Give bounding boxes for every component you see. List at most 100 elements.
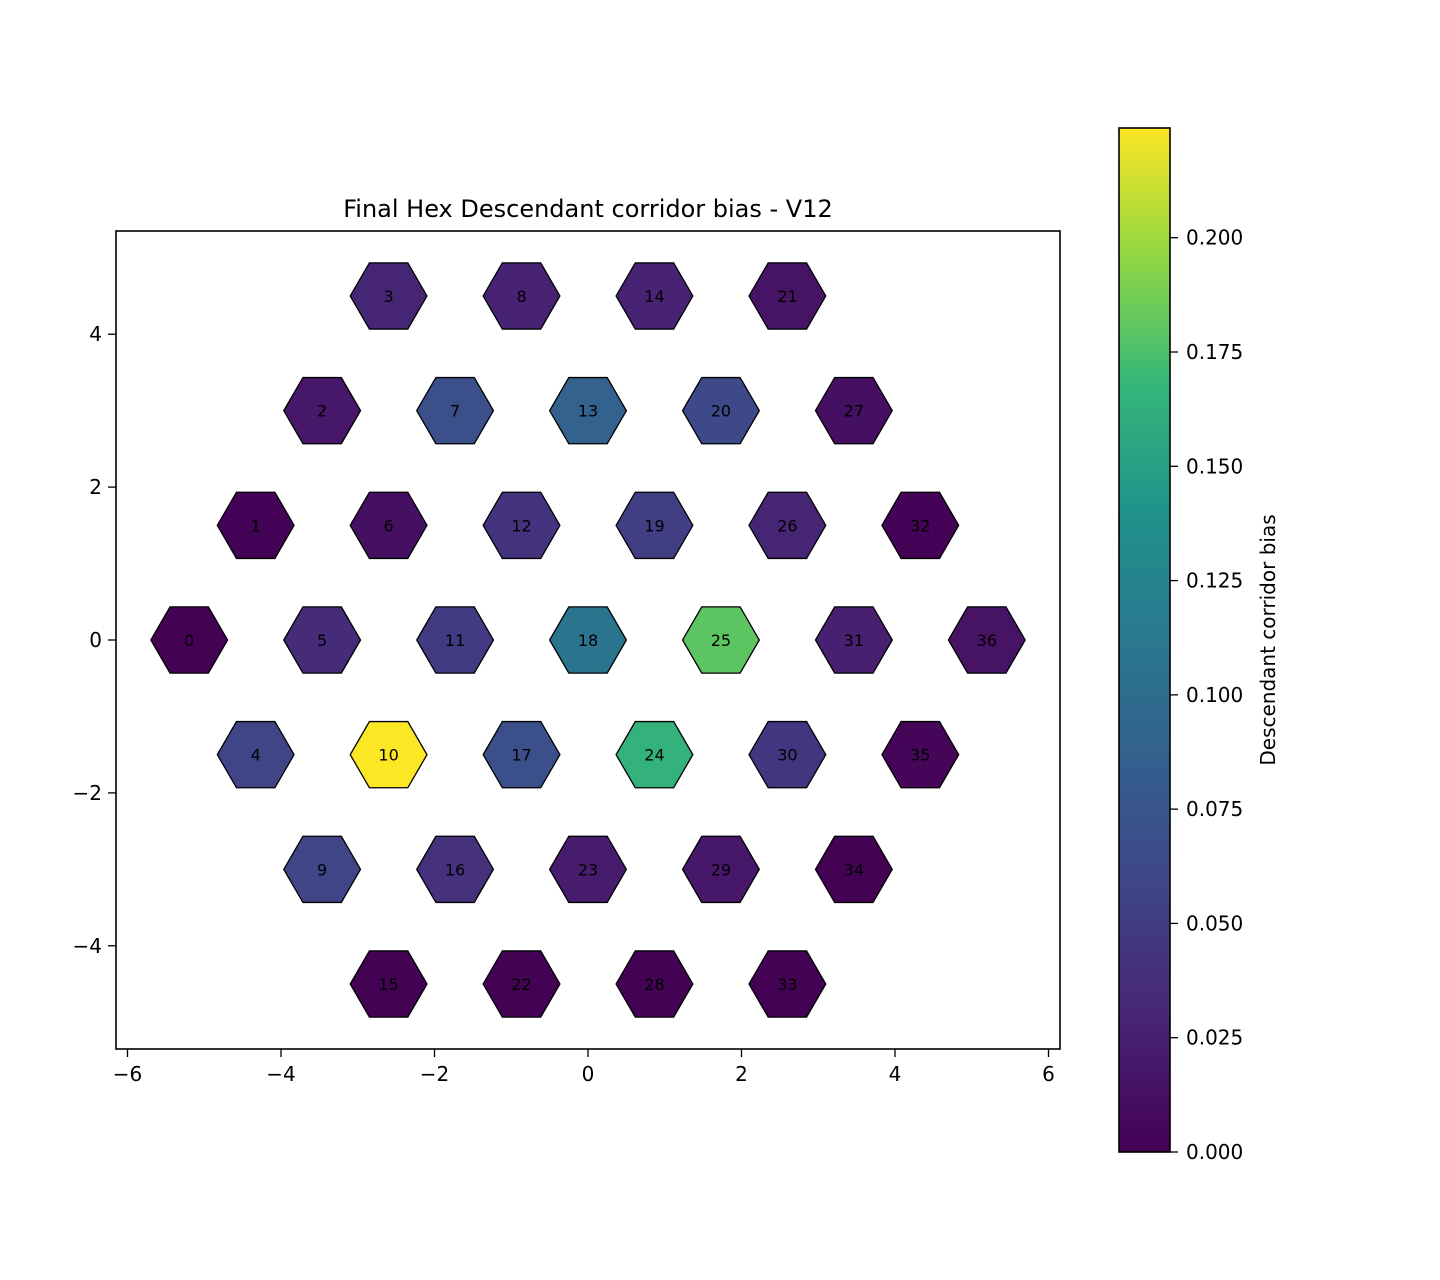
hex-cell-25: [681, 606, 761, 674]
hex-cell-11: [415, 606, 495, 674]
hex-cell-35: [881, 720, 960, 789]
hex-cell-label-23: 23: [578, 860, 598, 879]
x-axis: −6 −4 −2 0 2 4 6: [113, 1049, 1055, 1086]
hex-cell-label-2: 2: [317, 402, 327, 421]
y-tick-label: 0: [89, 628, 102, 652]
y-tick-label: 2: [89, 475, 102, 499]
hex-cell-label-13: 13: [578, 402, 598, 421]
hex-cell-5: [283, 606, 362, 674]
hex-cell-label-35: 35: [910, 746, 930, 765]
colorbar-tick-label: 0.125: [1186, 569, 1243, 593]
hex-cell-label-17: 17: [511, 746, 531, 765]
hex-cell-4: [216, 720, 295, 789]
hex-cell-label-26: 26: [777, 516, 797, 535]
x-tick-label: 4: [889, 1062, 902, 1086]
hex-cell-label-8: 8: [516, 287, 526, 306]
hex-cell-label-21: 21: [777, 287, 797, 306]
hex-cell-7: [415, 376, 495, 445]
hex-cell-27: [814, 376, 893, 445]
x-tick-label: 0: [582, 1062, 595, 1086]
x-tick-label: 6: [1042, 1062, 1055, 1086]
hex-cell-label-36: 36: [977, 631, 997, 650]
hex-cell-9: [283, 835, 362, 904]
colorbar-tick-label: 0.050: [1186, 911, 1243, 935]
y-tick-label: −4: [73, 934, 102, 958]
hex-cell-1: [216, 491, 295, 560]
hex-cell-label-14: 14: [644, 287, 664, 306]
x-tick-label: −2: [420, 1062, 449, 1086]
hex-cell-31: [814, 606, 893, 674]
colorbar-label: Descendant corridor bias: [1256, 514, 1280, 765]
hex-cell-label-11: 11: [445, 631, 465, 650]
hex-cell-label-15: 15: [378, 975, 398, 994]
hex-cell-label-4: 4: [251, 746, 261, 765]
hex-cell-15: [349, 950, 428, 1018]
hex-cell-label-34: 34: [844, 860, 864, 879]
colorbar-tick-label: 0.000: [1186, 1140, 1243, 1164]
hex-cell-label-29: 29: [711, 860, 731, 879]
hex-cells: 0123456789101112131415161718192021222324…: [150, 262, 1026, 1018]
hex-cell-label-22: 22: [511, 975, 531, 994]
hex-cell-34: [814, 835, 893, 904]
hex-cell-14: [615, 262, 694, 330]
y-tick-label: −2: [73, 781, 102, 805]
hex-cell-13: [548, 376, 628, 445]
hex-cell-17: [482, 720, 561, 789]
hex-cell-2: [283, 376, 362, 445]
hex-cell-label-9: 9: [317, 860, 327, 879]
hex-cell-36: [947, 606, 1026, 674]
hex-cell-22: [482, 950, 561, 1018]
hex-cell-16: [415, 835, 495, 904]
y-axis: −4 −2 0 2 4: [73, 322, 116, 958]
hex-cell-label-10: 10: [378, 746, 398, 765]
hex-cell-label-32: 32: [910, 516, 930, 535]
colorbar-tick-label: 0.100: [1186, 683, 1243, 707]
hex-cell-label-24: 24: [644, 746, 664, 765]
hex-cell-29: [681, 835, 761, 904]
colorbar-tick-label: 0.150: [1186, 454, 1243, 478]
x-tick-label: 2: [735, 1062, 748, 1086]
hex-cell-label-27: 27: [844, 402, 864, 421]
hex-cell-label-25: 25: [711, 631, 731, 650]
hex-cell-label-1: 1: [251, 516, 261, 535]
hex-cell-label-0: 0: [184, 631, 194, 650]
x-tick-label: −6: [113, 1062, 142, 1086]
hex-cell-18: [548, 606, 628, 674]
hex-cell-label-33: 33: [777, 975, 797, 994]
hex-cell-label-6: 6: [384, 516, 394, 535]
hex-cell-23: [548, 835, 628, 904]
hex-cell-label-19: 19: [644, 516, 664, 535]
hex-cell-28: [615, 950, 694, 1018]
hex-cell-20: [681, 376, 761, 445]
hex-cell-26: [748, 491, 827, 560]
colorbar-tick-label: 0.200: [1186, 226, 1243, 250]
hex-cell-label-5: 5: [317, 631, 327, 650]
hex-cell-19: [615, 491, 694, 560]
hex-cell-3: [349, 262, 428, 330]
hex-cell-label-31: 31: [844, 631, 864, 650]
hex-cell-label-16: 16: [445, 860, 465, 879]
hex-cell-label-3: 3: [384, 287, 394, 306]
hex-cell-label-20: 20: [711, 402, 731, 421]
hex-cell-24: [615, 720, 694, 789]
colorbar-tick-label: 0.075: [1186, 797, 1243, 821]
colorbar-tick-label: 0.025: [1186, 1026, 1243, 1050]
hex-cell-label-7: 7: [450, 402, 460, 421]
x-tick-label: −4: [266, 1062, 295, 1086]
hex-cell-8: [482, 262, 561, 330]
chart-title: Final Hex Descendant corridor bias - V12: [343, 195, 833, 223]
y-tick-label: 4: [89, 322, 102, 346]
hex-cell-label-12: 12: [511, 516, 531, 535]
hex-cell-21: [748, 262, 827, 330]
colorbar: [1118, 127, 1171, 1153]
hex-cell-label-18: 18: [578, 631, 598, 650]
hex-cell-10: [349, 720, 428, 789]
colorbar-ticks: 0.000 0.025 0.050 0.075 0.100 0.125 0.150 0.175…: [1170, 226, 1243, 1164]
hex-cell-12: [482, 491, 561, 560]
hex-cell-label-30: 30: [777, 746, 797, 765]
hex-cell-32: [881, 491, 960, 560]
hex-cell-label-28: 28: [644, 975, 664, 994]
hex-cell-33: [748, 950, 827, 1018]
hex-cell-6: [349, 491, 428, 560]
